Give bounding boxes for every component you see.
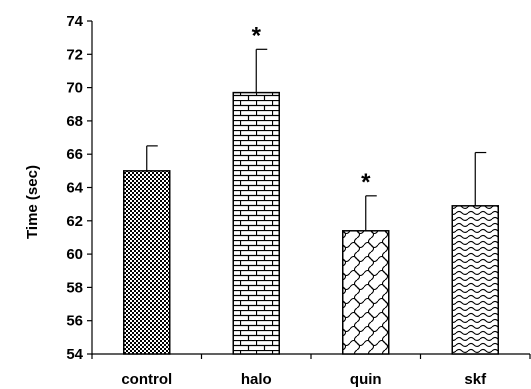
y-tick-label: 54 (66, 346, 83, 363)
y-tick-label: 56 (66, 313, 83, 330)
bar-halo (232, 91, 280, 355)
y-tick-label: 74 (66, 13, 83, 30)
error-bar-halo (255, 48, 268, 93)
y-tick-label: 62 (66, 213, 83, 230)
x-category-label-control: control (121, 371, 172, 388)
error-bar-skf (474, 151, 487, 206)
bar-series (123, 91, 499, 355)
y-tick-label: 60 (66, 246, 83, 263)
y-tick-label: 66 (66, 146, 83, 163)
bar-quin (342, 230, 390, 355)
significance-asterisk-quin: * (361, 169, 371, 196)
x-category-label-quin: quin (350, 371, 382, 388)
significance-markers: ** (252, 22, 372, 196)
error-bar-control (146, 145, 158, 171)
x-category-label-halo: halo (241, 371, 272, 388)
y-axis-title: Time (sec) (24, 165, 41, 239)
bar-skf (451, 205, 499, 355)
y-tick-label: 64 (66, 180, 83, 197)
y-tick-label: 70 (66, 80, 83, 97)
y-tick-label: 68 (66, 113, 83, 130)
significance-asterisk-halo: * (252, 22, 262, 49)
x-category-label-skf: skf (464, 371, 487, 388)
y-tick-label: 58 (66, 279, 83, 296)
bar-control (123, 170, 171, 355)
y-axis-ticks: 54 56 58 60 62 64 66 68 70 72 74 (66, 13, 92, 363)
x-axis-ticks (91, 354, 531, 359)
error-bar-quin (365, 195, 377, 231)
error-bars (146, 48, 487, 231)
x-axis-category-labels: control halo quin skf (121, 371, 487, 388)
y-tick-label: 72 (66, 46, 83, 63)
